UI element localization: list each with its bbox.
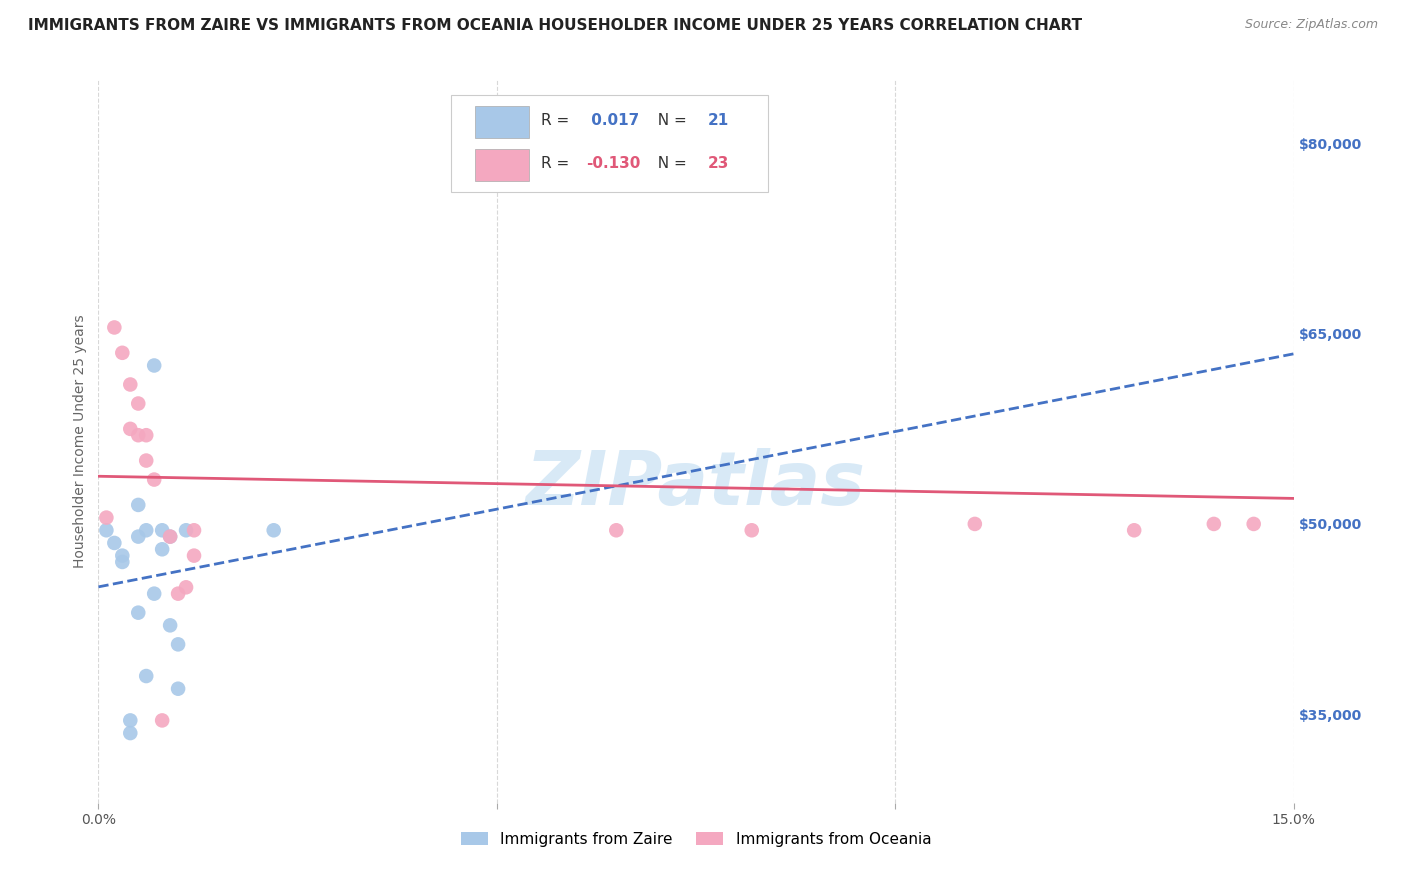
Point	[111, 555, 134, 569]
Point	[143, 587, 166, 601]
Text: 23: 23	[709, 156, 730, 171]
Point	[741, 523, 763, 537]
Text: N =: N =	[648, 156, 692, 171]
Y-axis label: Householder Income Under 25 years: Householder Income Under 25 years	[73, 315, 87, 568]
Point	[120, 726, 142, 740]
Text: 0.017: 0.017	[586, 112, 640, 128]
Text: R =: R =	[541, 156, 574, 171]
Text: N =: N =	[648, 112, 692, 128]
Point	[135, 453, 157, 467]
Point	[963, 516, 986, 531]
Point	[159, 530, 181, 544]
Point	[120, 714, 142, 728]
Text: Source: ZipAtlas.com: Source: ZipAtlas.com	[1244, 18, 1378, 31]
Point	[1202, 516, 1225, 531]
Point	[605, 523, 627, 537]
Legend: Immigrants from Zaire, Immigrants from Oceania: Immigrants from Zaire, Immigrants from O…	[454, 826, 938, 853]
Point	[174, 523, 197, 537]
Point	[1243, 516, 1265, 531]
Point	[120, 377, 142, 392]
Point	[150, 714, 173, 728]
Point	[143, 473, 166, 487]
Point	[159, 530, 181, 544]
Point	[127, 606, 149, 620]
Text: R =: R =	[541, 112, 574, 128]
Point	[159, 618, 181, 632]
Text: ZIPatlas: ZIPatlas	[526, 449, 866, 522]
Point	[167, 681, 190, 696]
Point	[174, 580, 197, 594]
Point	[96, 510, 118, 524]
Point	[127, 530, 149, 544]
Point	[1123, 523, 1146, 537]
Point	[135, 523, 157, 537]
Point	[143, 359, 166, 373]
Point	[150, 523, 173, 537]
Point	[167, 637, 190, 651]
Point	[263, 523, 285, 537]
Text: 21: 21	[709, 112, 730, 128]
FancyBboxPatch shape	[451, 95, 768, 193]
Point	[103, 320, 125, 334]
Point	[741, 161, 763, 176]
Point	[103, 536, 125, 550]
Point	[150, 542, 173, 557]
Point	[183, 549, 205, 563]
Point	[127, 498, 149, 512]
Point	[183, 523, 205, 537]
Point	[111, 549, 134, 563]
Point	[120, 422, 142, 436]
Point	[167, 587, 190, 601]
Point	[127, 428, 149, 442]
Point	[127, 396, 149, 410]
Point	[135, 669, 157, 683]
Point	[135, 428, 157, 442]
FancyBboxPatch shape	[475, 149, 529, 181]
FancyBboxPatch shape	[475, 105, 529, 138]
Text: -0.130: -0.130	[586, 156, 640, 171]
Point	[111, 346, 134, 360]
Point	[96, 523, 118, 537]
Text: IMMIGRANTS FROM ZAIRE VS IMMIGRANTS FROM OCEANIA HOUSEHOLDER INCOME UNDER 25 YEA: IMMIGRANTS FROM ZAIRE VS IMMIGRANTS FROM…	[28, 18, 1083, 33]
